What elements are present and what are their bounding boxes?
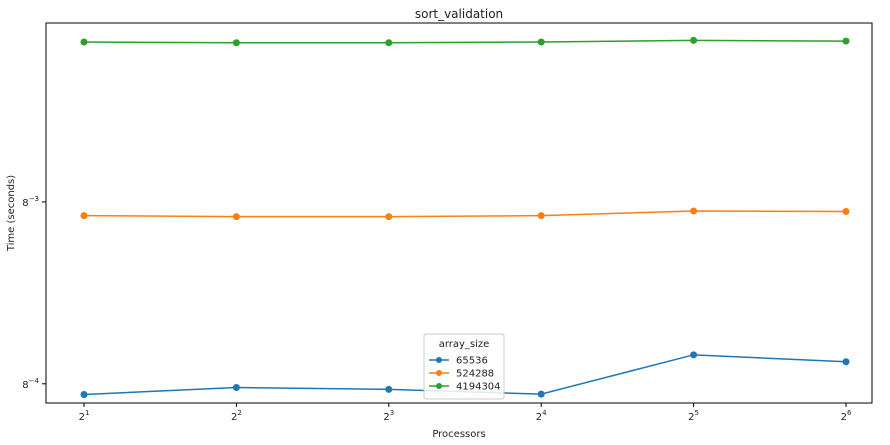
data-point — [842, 37, 850, 45]
x-axis-label: Processors — [432, 429, 485, 440]
legend-marker — [436, 383, 442, 389]
data-point — [232, 39, 240, 47]
legend-label: 4194304 — [456, 382, 501, 393]
data-point — [690, 207, 698, 215]
data-point — [690, 36, 698, 44]
y-tick-label: 8−3 — [22, 195, 39, 209]
x-tick-label: 26 — [841, 409, 852, 423]
legend-title: array_size — [439, 339, 490, 350]
y-tick-label: 8−4 — [22, 377, 39, 391]
data-point — [385, 213, 393, 221]
data-point — [232, 383, 240, 391]
data-point — [537, 38, 545, 46]
x-axis-ticks: 21 22 23 24 25 26 — [79, 403, 852, 423]
series-line — [83, 210, 847, 218]
y-axis-ticks: 8−4 8−3 — [22, 195, 46, 391]
legend-label: 524288 — [456, 369, 494, 380]
series-524288 — [80, 207, 850, 221]
legend-box — [423, 333, 505, 400]
data-point — [537, 212, 545, 220]
chart-title: sort_validation — [415, 7, 503, 21]
data-point — [842, 208, 850, 216]
y-axis-label: Time (seconds) — [6, 175, 17, 252]
data-point — [80, 212, 88, 220]
x-tick-label: 23 — [383, 409, 394, 423]
data-point — [690, 351, 698, 359]
data-point — [80, 38, 88, 46]
x-tick-label: 24 — [536, 409, 547, 423]
data-point — [232, 213, 240, 221]
data-point — [842, 358, 850, 366]
legend: array_size 65536 524288 4194304 — [423, 333, 505, 400]
legend-marker — [436, 370, 442, 376]
x-tick-label: 21 — [79, 409, 90, 423]
data-point — [80, 391, 88, 399]
legend-label: 65536 — [456, 356, 488, 367]
x-tick-label: 22 — [231, 409, 242, 423]
legend-marker — [436, 357, 442, 363]
series-line — [83, 39, 847, 44]
series-4194304 — [80, 36, 850, 47]
data-point — [385, 39, 393, 47]
x-tick-label: 25 — [688, 409, 699, 423]
data-point — [385, 385, 393, 393]
data-point — [537, 390, 545, 398]
